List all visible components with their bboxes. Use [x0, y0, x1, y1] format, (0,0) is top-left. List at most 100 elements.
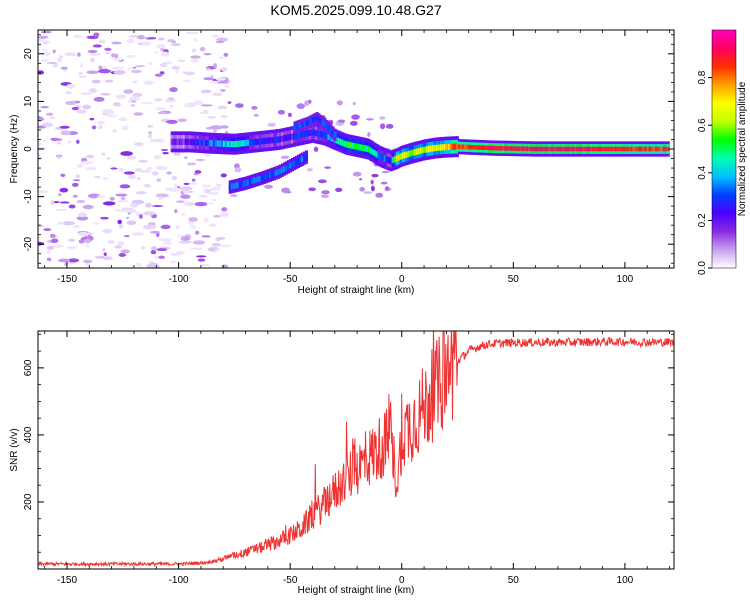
- spectrogram-branch-core: [278, 168, 282, 175]
- spectrogram-ridge-core: [317, 130, 321, 137]
- spectrogram-noise-blob: [171, 40, 177, 44]
- spectrogram-noise-blob: [210, 75, 214, 78]
- spectrogram-noise-blob: [203, 188, 207, 194]
- spectrogram-noise-blob: [215, 77, 227, 81]
- spectrogram-ridge-core: [435, 144, 439, 152]
- spectrogram-noise-blob: [175, 200, 185, 203]
- spectrogram-ridge-core: [178, 138, 182, 146]
- spectrogram-noise-blob: [100, 92, 111, 96]
- spectrogram-ridge-core: [638, 146, 642, 152]
- spectrogram-noise-blob: [56, 57, 63, 63]
- spectrogram-noise-blob: [174, 183, 178, 189]
- spectrogram-ridge-core: [192, 138, 196, 146]
- spectrogram-noise-blob: [221, 207, 228, 212]
- spectrogram-noise-blob: [71, 182, 79, 187]
- spectrogram-ridge-core: [277, 136, 281, 143]
- spectrogram-noise-blob: [215, 184, 222, 187]
- spectrogram-noise-blob: [107, 114, 119, 118]
- spectrogram-ridge-core: [467, 144, 471, 150]
- spectrogram-noise-blob: [183, 182, 190, 186]
- spectrogram-noise-blob: [113, 102, 121, 107]
- spectrogram-ridge-core: [383, 155, 387, 162]
- spectrogram-noise-blob: [76, 139, 80, 144]
- spectrogram-ridge-core: [550, 146, 554, 152]
- spectrogram-noise-blob: [50, 238, 59, 243]
- spectrogram-noise-blob: [352, 101, 356, 106]
- snr-y-axis: 200 400 600: [23, 333, 674, 553]
- spectrogram-noise-blob: [151, 171, 159, 176]
- spectrogram-noise-blob: [134, 142, 144, 147]
- spectrogram-branch-core: [333, 132, 337, 138]
- spectrogram-noise-blob: [220, 67, 228, 72]
- spectrogram-noise-blob: [165, 119, 178, 124]
- spectrogram-noise-blob: [121, 125, 130, 131]
- spectrogram-branch-core: [309, 119, 313, 124]
- spectrogram-ridge-core: [658, 146, 662, 152]
- spectrogram-ridge-core: [554, 146, 558, 152]
- spectrogram-noise-blob: [46, 245, 55, 250]
- spectrogram-ridge-core: [265, 137, 269, 144]
- spectrogram-ridge-core: [540, 146, 544, 152]
- spectrogram-ridge-core: [606, 146, 610, 152]
- spectrogram-ridge-core: [582, 146, 586, 152]
- spectrogram-noise-blob: [191, 48, 197, 53]
- spectrogram-noise-blob: [153, 154, 162, 160]
- spectrogram-branch-core: [264, 173, 268, 180]
- spectrogram-noise-blob: [155, 193, 169, 198]
- spectrogram-ridge-core: [311, 129, 315, 136]
- spectrogram-ridge-core: [477, 145, 481, 150]
- spectrogram-ridge-core: [351, 142, 355, 149]
- spectrogram-noise-blob: [211, 242, 221, 247]
- spectrogram-noise-blob: [223, 52, 229, 57]
- spectrogram-noise-blob: [102, 201, 116, 206]
- spectrogram-ridge-core: [475, 145, 479, 150]
- spectrogram-noise-blob: [38, 155, 43, 161]
- spectrogram-ridge-core: [228, 140, 232, 148]
- spectrogram-ridge-core: [224, 140, 228, 148]
- spectrogram-ridge-core: [393, 156, 397, 163]
- spectrogram-noise-blob: [57, 258, 71, 263]
- spectrogram-noise-blob: [71, 106, 79, 111]
- spectrogram-ridge-core: [210, 140, 214, 147]
- spectrogram-noise-blob: [234, 167, 242, 173]
- spectrogram-noise-blob: [363, 191, 373, 194]
- spectrogram-ridge-core: [305, 130, 309, 137]
- spectrogram-ridge-core: [323, 131, 327, 139]
- spectrogram-ridge-core: [212, 140, 216, 147]
- spectrogram-noise-blob: [163, 240, 173, 245]
- spectrogram-ridge-core: [570, 146, 574, 152]
- spectrogram-heatmap: [38, 30, 670, 268]
- spectrogram-noise-blob: [138, 214, 143, 219]
- spectrogram-noise-blob: [218, 56, 225, 59]
- snr-x-tick-label: -50: [283, 575, 298, 586]
- spectrogram-ridge-core: [285, 134, 289, 142]
- spectrogram-ridge-core: [640, 146, 644, 152]
- spectrogram-ridge-core: [457, 144, 461, 149]
- spectrogram-ridge-core: [176, 138, 180, 146]
- snr-x-tick-label: 50: [508, 575, 520, 586]
- spectrogram-ridge-core: [552, 146, 556, 152]
- spectrogram-noise-blob: [126, 38, 135, 44]
- spectrogram-branch-core: [276, 169, 280, 176]
- spectrogram-noise-blob: [177, 234, 184, 237]
- spectrogram-ridge-core: [395, 155, 399, 162]
- spectrogram-noise-blob: [73, 34, 83, 39]
- spectrogram-ridge-core: [512, 146, 516, 151]
- spectrogram-noise-blob: [280, 155, 290, 159]
- spectrogram-ridge-core: [345, 141, 349, 148]
- spectrogram-noise-blob: [180, 194, 191, 199]
- spectrogram-noise-blob: [127, 99, 133, 104]
- spectrogram-ridge-core: [347, 141, 351, 148]
- spectrogram-noise-blob: [140, 101, 153, 105]
- spectrogram-ridge-core: [469, 144, 473, 150]
- spectrogram-noise-blob: [118, 253, 127, 257]
- spectrogram-noise-blob: [175, 69, 180, 74]
- spectrogram-noise-blob: [157, 196, 164, 200]
- spectrogram-ridge-core: [230, 141, 234, 148]
- spectrogram-noise-blob: [132, 232, 145, 236]
- spectrogram-ridge-core: [397, 154, 401, 161]
- spectrogram-ridge-core: [588, 146, 592, 152]
- spectrogram-noise-blob: [148, 260, 155, 263]
